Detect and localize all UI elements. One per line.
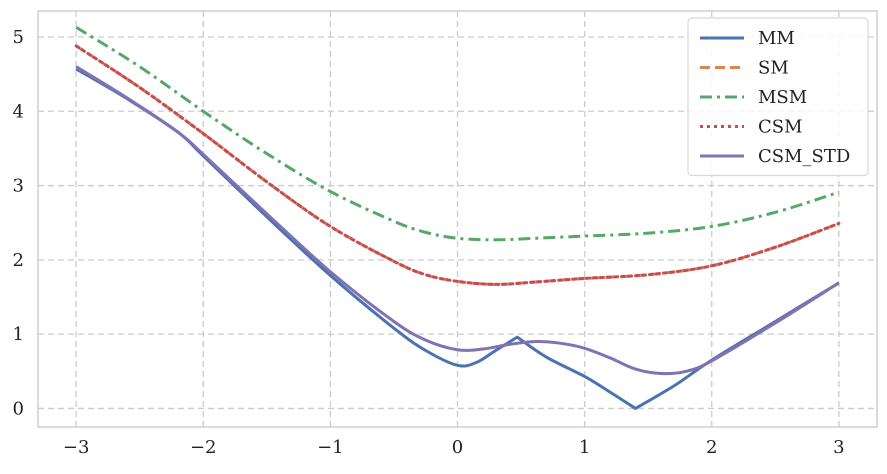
- y-tick-label: 4: [13, 101, 24, 122]
- x-tick-label: 3: [833, 437, 844, 458]
- y-tick-label: 2: [13, 250, 24, 271]
- x-tick-label: −2: [190, 437, 217, 458]
- legend-label: SM: [758, 58, 789, 79]
- y-tick-label: 1: [13, 324, 24, 345]
- x-tick-label: −1: [317, 437, 344, 458]
- series-lines: [74, 26, 841, 410]
- legend: MM SM MSM CSM CSM_STD: [687, 17, 869, 177]
- legend-box: [687, 17, 869, 177]
- series-line-csm-std: [75, 65, 840, 376]
- x-tick-label: 1: [579, 437, 590, 458]
- tick-labels: −3 −2 −1 0 1 2 3 0 1 2 3 4 5: [13, 27, 845, 458]
- legend-label: MM: [758, 28, 795, 49]
- y-tick-label: 0: [13, 398, 24, 419]
- y-tick-label: 5: [13, 27, 24, 48]
- series-line-msm: [75, 26, 840, 242]
- y-tick-label: 3: [13, 176, 24, 197]
- legend-label: CSM_STD: [758, 146, 850, 167]
- x-tick-label: −3: [63, 437, 90, 458]
- series-line-csm: [74, 44, 841, 286]
- legend-label: MSM: [758, 87, 807, 108]
- x-tick-label: 0: [452, 437, 463, 458]
- x-tick-label: 2: [706, 437, 717, 458]
- legend-label: CSM: [758, 117, 803, 138]
